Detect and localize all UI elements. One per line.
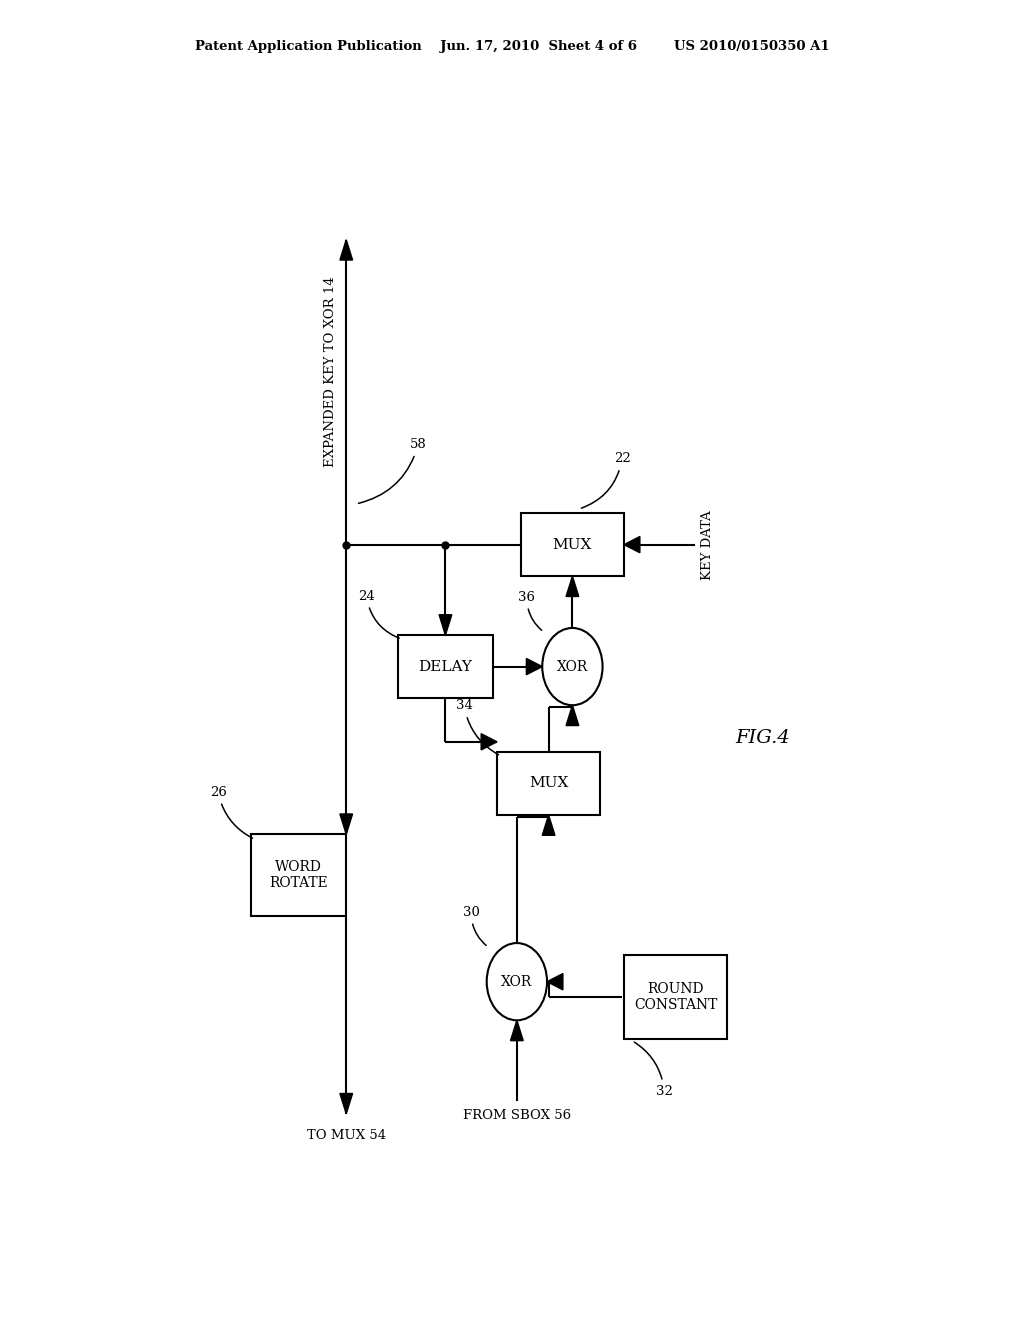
Text: WORD
ROTATE: WORD ROTATE xyxy=(269,859,328,890)
Text: Patent Application Publication    Jun. 17, 2010  Sheet 4 of 6        US 2010/015: Patent Application Publication Jun. 17, … xyxy=(195,40,829,53)
Bar xyxy=(521,513,624,576)
Text: 22: 22 xyxy=(582,453,631,508)
Text: 32: 32 xyxy=(634,1041,673,1097)
Polygon shape xyxy=(566,576,579,597)
Text: 26: 26 xyxy=(210,785,253,838)
Polygon shape xyxy=(340,240,352,260)
Text: MUX: MUX xyxy=(553,537,592,552)
Polygon shape xyxy=(526,659,543,675)
Bar xyxy=(497,752,600,814)
Text: XOR: XOR xyxy=(501,974,532,989)
Polygon shape xyxy=(624,536,640,553)
Text: 36: 36 xyxy=(518,590,542,630)
Polygon shape xyxy=(566,705,579,726)
Circle shape xyxy=(543,628,602,705)
Polygon shape xyxy=(340,1093,352,1114)
Text: ROUND
CONSTANT: ROUND CONSTANT xyxy=(634,982,717,1012)
Text: 24: 24 xyxy=(358,590,399,638)
Text: EXPANDED KEY TO XOR 14: EXPANDED KEY TO XOR 14 xyxy=(324,276,337,467)
Text: 30: 30 xyxy=(463,906,486,945)
Bar xyxy=(251,834,346,916)
Text: 34: 34 xyxy=(456,700,499,755)
Polygon shape xyxy=(340,814,352,834)
Polygon shape xyxy=(439,615,452,635)
Polygon shape xyxy=(511,1020,523,1040)
Text: 58: 58 xyxy=(358,438,426,503)
Bar xyxy=(624,956,727,1039)
Text: MUX: MUX xyxy=(529,776,568,791)
Polygon shape xyxy=(543,814,555,836)
Bar xyxy=(397,635,494,698)
Polygon shape xyxy=(481,734,497,750)
Text: TO MUX 54: TO MUX 54 xyxy=(306,1129,386,1142)
Text: FROM SBOX 56: FROM SBOX 56 xyxy=(463,1109,571,1122)
Text: DELAY: DELAY xyxy=(419,660,472,673)
Polygon shape xyxy=(547,974,563,990)
Text: FIG.4: FIG.4 xyxy=(735,729,791,747)
Text: KEY DATA: KEY DATA xyxy=(700,510,714,579)
Circle shape xyxy=(486,942,547,1020)
Text: XOR: XOR xyxy=(557,660,588,673)
